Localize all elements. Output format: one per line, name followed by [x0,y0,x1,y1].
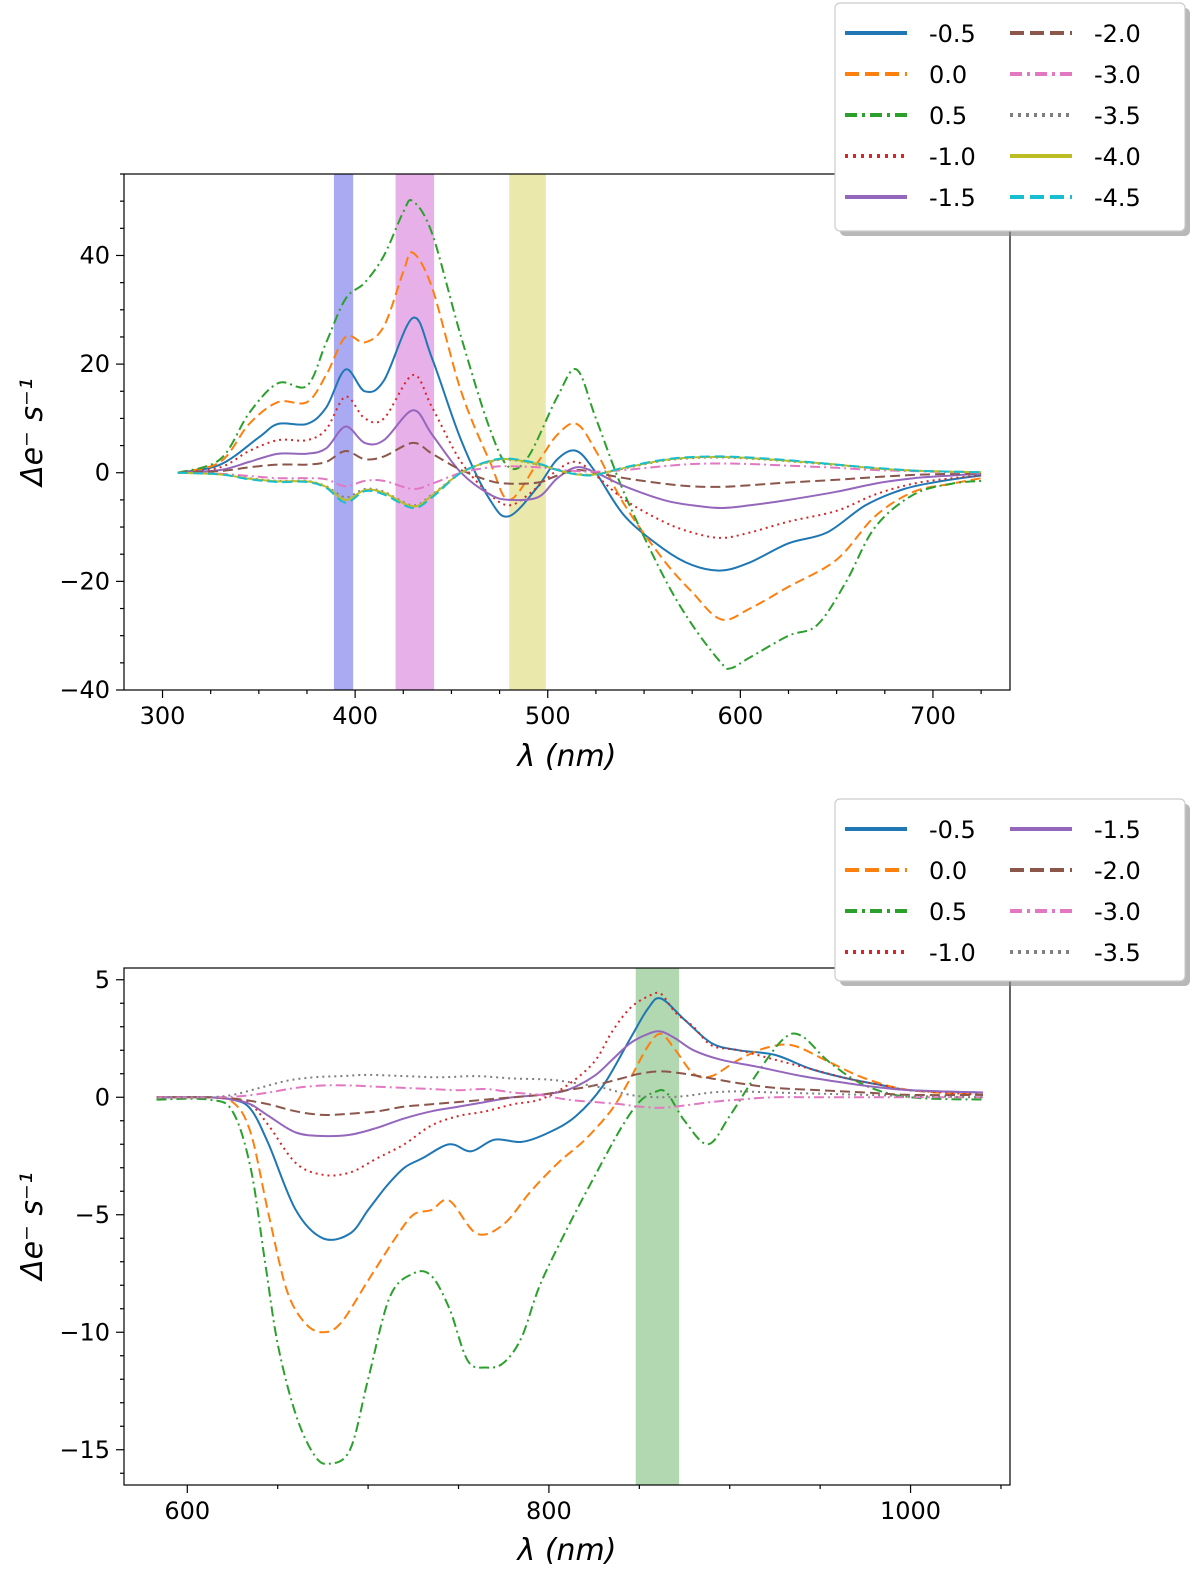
top-y-tick-label: −20 [59,567,110,595]
bottom-chart: 600 800 1000 −15 −10 −5 0 5 λ (nm) Δe⁻ s⁻¹ -0.… [15,798,1190,1568]
bottom-y-tick-label: 5 [95,966,110,994]
top-series-0.0 [177,251,982,621]
top-band-0 [333,174,354,690]
bottom-y-ticks: −15 −10 −5 0 5 [59,966,124,1474]
top-series--1.0 [177,374,982,539]
top-legend-label: 0.5 [929,102,967,130]
top-series-lines [177,199,982,670]
bottom-series--3.0 [156,1084,983,1109]
top-series--3.0 [177,462,982,491]
top-legend-label: -1.5 [929,184,976,212]
bottom-x-axis-label: λ (nm) [516,1533,617,1568]
bottom-legend: -0.5 0.0 0.5 -1.0 -1.5 -2.0 -3.0 -3.5 [834,798,1190,986]
top-series-0.5 [177,199,982,670]
top-series--4.5 [177,455,982,510]
bottom-series-lines [156,991,983,1465]
top-legend-label: 0.0 [929,61,967,89]
top-highlight-bands [333,174,546,690]
bottom-series-0.0 [156,1032,983,1334]
top-x-tick-label: 500 [525,702,571,730]
bottom-highlight-bands [635,968,680,1485]
bottom-y-tick-label: −5 [75,1201,110,1229]
bottom-legend-box [834,798,1186,982]
top-axes-frame [123,173,1011,691]
top-x-tick-label: 600 [717,702,763,730]
bottom-x-tick-label: 1000 [880,1497,941,1525]
top-legend-label: -3.5 [1094,102,1141,130]
bottom-legend-label: 0.0 [929,857,967,885]
top-x-tick-label: 400 [332,702,378,730]
top-series--2.0 [177,441,982,488]
bottom-x-tick-label: 600 [164,1497,210,1525]
top-legend-label: -0.5 [929,20,976,48]
top-band-1 [395,174,435,690]
bottom-x-tick-label: 800 [526,1497,572,1525]
bottom-y-tick-label: −15 [59,1436,110,1464]
bottom-y-tick-label: 0 [95,1083,110,1111]
bottom-legend-label: 0.5 [929,898,967,926]
bottom-axes-frame [123,967,1011,1486]
bottom-legend-label: -1.0 [929,939,976,967]
bottom-series--3.5 [156,1073,983,1099]
top-x-axis-label: λ (nm) [516,739,617,774]
bottom-series-0.5 [156,1032,983,1465]
top-x-tick-label: 700 [910,702,956,730]
top-y-axis-label: Δe⁻ s⁻¹ [15,378,50,488]
top-series--1.5 [177,409,982,509]
bottom-band-0 [635,968,680,1485]
bottom-legend-label: -0.5 [929,816,976,844]
bottom-y-tick-label: −10 [59,1318,110,1346]
bottom-series--0.5 [156,997,983,1241]
top-legend-label: -1.0 [929,143,976,171]
bottom-y-axis-label: Δe⁻ s⁻¹ [15,1172,50,1282]
top-legend: -0.5 0.0 0.5 -1.0 -1.5 -2.0 -3.0 -3.5 -4.0 -4.5 [834,2,1190,236]
bottom-series--2.0 [156,1070,983,1116]
top-chart: 300 400 500 600 700 −40 −20 0 20 40 λ (nm) Δe⁻ s… [15,2,1190,774]
bottom-x-ticks: 600 800 1000 [164,1485,1002,1525]
bottom-legend-label: -1.5 [1094,816,1141,844]
top-x-tick-label: 300 [140,702,186,730]
top-legend-label: -4.5 [1094,184,1141,212]
top-legend-label: -4.0 [1094,143,1141,171]
top-legend-label: -3.0 [1094,61,1141,89]
bottom-legend-label: -3.5 [1094,939,1141,967]
top-band-2 [509,174,546,690]
bottom-series--1.5 [156,1030,983,1138]
top-y-tick-label: 0 [95,459,110,487]
bottom-legend-label: -2.0 [1094,857,1141,885]
top-y-tick-label: 40 [79,241,110,269]
bottom-legend-label: -3.0 [1094,898,1141,926]
top-series--0.5 [177,316,982,572]
top-y-ticks: −40 −20 0 20 40 [59,173,124,704]
top-y-tick-label: −40 [59,676,110,704]
bottom-series--1.0 [156,991,983,1177]
top-x-ticks: 300 400 500 600 700 [140,690,982,730]
top-legend-label: -2.0 [1094,20,1141,48]
top-y-tick-label: 20 [79,350,110,378]
